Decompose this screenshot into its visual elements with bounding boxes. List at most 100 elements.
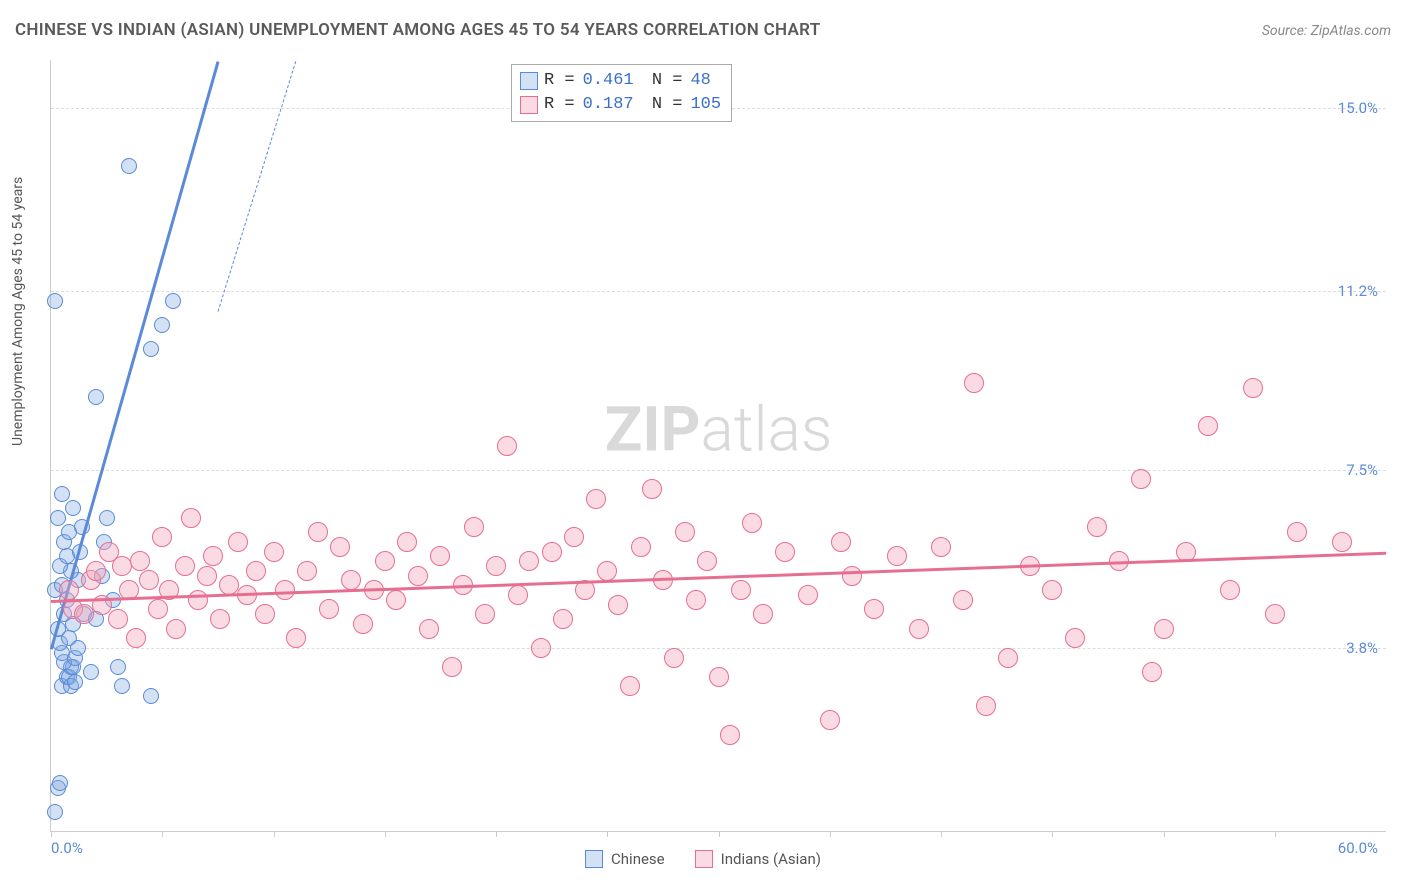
scatter-point-chinese	[52, 775, 68, 791]
scatter-point-chinese	[67, 674, 83, 690]
scatter-point-indian	[246, 561, 266, 581]
scatter-point-indian	[642, 479, 662, 499]
x-tick	[385, 831, 386, 837]
scatter-point-indian	[286, 628, 306, 648]
scatter-point-indian	[108, 609, 128, 629]
scatter-point-chinese	[154, 317, 170, 333]
scatter-point-indian	[297, 561, 317, 581]
scatter-point-indian	[255, 604, 275, 624]
scatter-point-indian	[126, 628, 146, 648]
scatter-point-indian	[820, 710, 840, 730]
scatter-point-indian	[1198, 416, 1218, 436]
scatter-point-indian	[964, 373, 984, 393]
scatter-point-indian	[341, 570, 361, 590]
scatter-point-indian	[775, 542, 795, 562]
scatter-point-indian	[998, 648, 1018, 668]
scatter-point-indian	[1220, 580, 1240, 600]
scatter-point-indian	[197, 566, 217, 586]
scatter-point-indian	[909, 619, 929, 639]
scatter-point-indian	[228, 532, 248, 552]
scatter-point-indian	[953, 590, 973, 610]
scatter-point-indian	[442, 657, 462, 677]
y-tick-label: 3.8%	[1346, 639, 1378, 657]
scatter-point-chinese	[83, 664, 99, 680]
scatter-point-indian	[664, 648, 684, 668]
scatter-point-chinese	[47, 293, 63, 309]
scatter-point-indian	[753, 604, 773, 624]
scatter-point-indian	[475, 604, 495, 624]
scatter-point-indian	[631, 537, 651, 557]
scatter-point-indian	[353, 614, 373, 634]
scatter-point-chinese	[110, 659, 126, 675]
scatter-point-indian	[709, 667, 729, 687]
scatter-point-indian	[386, 590, 406, 610]
scatter-point-indian	[586, 489, 606, 509]
scatter-point-indian	[720, 725, 740, 745]
scatter-point-indian	[976, 696, 996, 716]
scatter-point-indian	[1131, 469, 1151, 489]
x-tick	[607, 831, 608, 837]
legend-label-chinese: Chinese	[611, 850, 665, 868]
scatter-point-indian	[864, 599, 884, 619]
scatter-point-indian	[742, 513, 762, 533]
scatter-point-indian	[686, 590, 706, 610]
swatch-chinese	[585, 850, 603, 868]
scatter-point-indian	[1065, 628, 1085, 648]
y-tick-label: 7.5%	[1346, 461, 1378, 479]
scatter-point-indian	[419, 619, 439, 639]
scatter-point-indian	[675, 522, 695, 542]
x-max-label: 60.0%	[1338, 839, 1378, 857]
scatter-point-indian	[152, 527, 172, 547]
n-value: 48	[688, 69, 712, 93]
scatter-point-indian	[1042, 580, 1062, 600]
scatter-point-indian	[508, 585, 528, 605]
swatch-icon	[520, 72, 538, 90]
scatter-point-chinese	[121, 158, 137, 174]
x-tick	[830, 831, 831, 837]
scatter-point-indian	[597, 561, 617, 581]
scatter-point-indian	[497, 436, 517, 456]
trend-line	[217, 60, 296, 311]
scatter-point-chinese	[143, 688, 159, 704]
scatter-point-indian	[408, 566, 428, 586]
x-tick	[1275, 831, 1276, 837]
scatter-point-indian	[1265, 604, 1285, 624]
scatter-point-indian	[697, 551, 717, 571]
scatter-point-indian	[130, 551, 150, 571]
scatter-point-indian	[486, 556, 506, 576]
scatter-point-indian	[308, 522, 328, 542]
scatter-point-indian	[887, 546, 907, 566]
n-label: N =	[642, 69, 683, 93]
swatch-icon	[520, 96, 538, 114]
legend-label-indian: Indians (Asian)	[721, 850, 821, 868]
x-min-label: 0.0%	[51, 839, 83, 857]
x-tick	[274, 831, 275, 837]
x-tick	[1052, 831, 1053, 837]
gridline	[51, 470, 1386, 471]
scatter-point-chinese	[88, 389, 104, 405]
scatter-point-chinese	[54, 486, 70, 502]
scatter-point-chinese	[165, 293, 181, 309]
scatter-point-indian	[553, 609, 573, 629]
scatter-point-indian	[188, 590, 208, 610]
r-value: 0.461	[581, 69, 636, 93]
scatter-point-indian	[531, 638, 551, 658]
watermark: ZIPatlas	[605, 394, 833, 467]
n-value: 105	[688, 93, 723, 117]
scatter-point-indian	[831, 532, 851, 552]
chart-title: CHINESE VS INDIAN (ASIAN) UNEMPLOYMENT A…	[15, 20, 820, 40]
scatter-point-indian	[330, 537, 350, 557]
x-tick	[496, 831, 497, 837]
scatter-point-indian	[464, 517, 484, 537]
scatter-point-chinese	[114, 678, 130, 694]
watermark-atlas: atlas	[700, 394, 832, 467]
scatter-point-indian	[1154, 619, 1174, 639]
scatter-point-chinese	[65, 500, 81, 516]
scatter-point-chinese	[47, 804, 63, 820]
scatter-point-chinese	[99, 510, 115, 526]
gridline	[51, 291, 1386, 292]
scatter-point-indian	[397, 532, 417, 552]
x-tick	[719, 831, 720, 837]
y-axis-label: Unemployment Among Ages 45 to 54 years	[10, 177, 26, 446]
stat-row-indian: R =0.187 N =105	[520, 93, 723, 117]
